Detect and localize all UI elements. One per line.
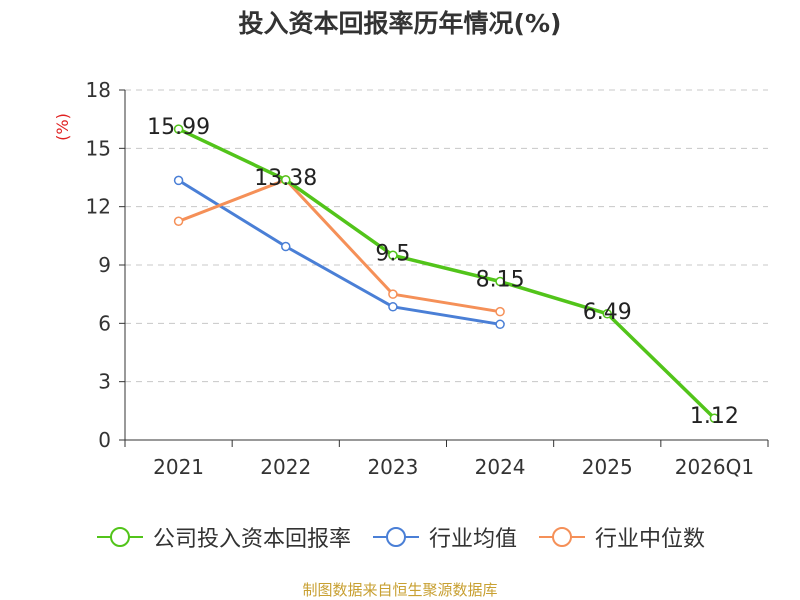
y-tick-label: 6 xyxy=(98,311,111,335)
x-tick-label: 2026Q1 xyxy=(675,455,754,479)
data-label: 6.49 xyxy=(583,300,632,325)
chart-title: 投入资本回报率历年情况(%) xyxy=(238,9,562,38)
series-line-2 xyxy=(178,178,501,314)
data-label: 13.38 xyxy=(254,166,317,191)
legend-label-company: 公司投入资本回报率 xyxy=(152,527,351,552)
y-tick-label: 15 xyxy=(86,136,111,160)
data-point[interactable] xyxy=(173,216,184,226)
data-labels: 15.99 13.38 9.5 8.15 6.49 1.12 xyxy=(147,115,739,429)
legend-item-industry-median[interactable]: 行业中位数 xyxy=(537,521,705,553)
legend-item-company[interactable]: 公司投入资本回报率 xyxy=(95,521,351,553)
data-point[interactable] xyxy=(388,289,398,299)
data-point[interactable] xyxy=(602,309,612,319)
data-point[interactable] xyxy=(495,319,505,330)
x-tick-label: 2024 xyxy=(475,455,526,479)
legend: 公司投入资本回报率 行业均值 行业中位数 xyxy=(0,521,800,553)
y-axis-unit-label: (%) xyxy=(53,113,72,141)
data-point[interactable] xyxy=(281,175,291,185)
data-point[interactable] xyxy=(495,306,505,317)
series-line-0 xyxy=(177,127,716,420)
legend-item-industry-mean[interactable]: 行业均值 xyxy=(371,521,517,553)
axes: 0 3 6 9 12 15 18 2021 2022 2023 2024 2025 2026Q1 xyxy=(86,78,769,479)
x-tick-label: 2022 xyxy=(260,455,311,479)
y-tick-label: 3 xyxy=(98,370,111,394)
data-point[interactable] xyxy=(388,302,398,312)
x-tick-label: 2025 xyxy=(582,455,633,479)
legend-marker-industry-median xyxy=(539,527,585,547)
data-point[interactable] xyxy=(173,175,184,186)
gridlines xyxy=(125,89,768,383)
data-source-note: 制图数据来自恒生聚源数据库 xyxy=(302,581,498,599)
data-point[interactable] xyxy=(495,276,505,287)
x-tick-label: 2023 xyxy=(367,455,418,479)
y-tick-label: 18 xyxy=(86,78,111,102)
x-tick-label: 2021 xyxy=(153,455,204,479)
data-label: 8.15 xyxy=(476,268,525,293)
legend-marker-industry-mean xyxy=(372,527,419,547)
series-line-1 xyxy=(177,179,501,326)
data-label: 1.12 xyxy=(690,404,739,429)
data-label: 15.99 xyxy=(147,115,210,140)
data-point[interactable] xyxy=(173,124,184,134)
y-tick-label: 9 xyxy=(98,253,111,277)
y-tick-label: 0 xyxy=(98,428,111,452)
data-point[interactable] xyxy=(388,250,398,261)
data-point[interactable] xyxy=(281,241,291,252)
legend-marker-company xyxy=(96,527,143,547)
data-point[interactable] xyxy=(709,413,720,423)
data-label: 9.5 xyxy=(375,241,410,266)
series-lines xyxy=(173,124,720,423)
legend-label-industry-mean: 行业均值 xyxy=(428,527,517,552)
legend-label-industry-median: 行业中位数 xyxy=(595,527,706,552)
y-tick-label: 12 xyxy=(86,195,111,219)
